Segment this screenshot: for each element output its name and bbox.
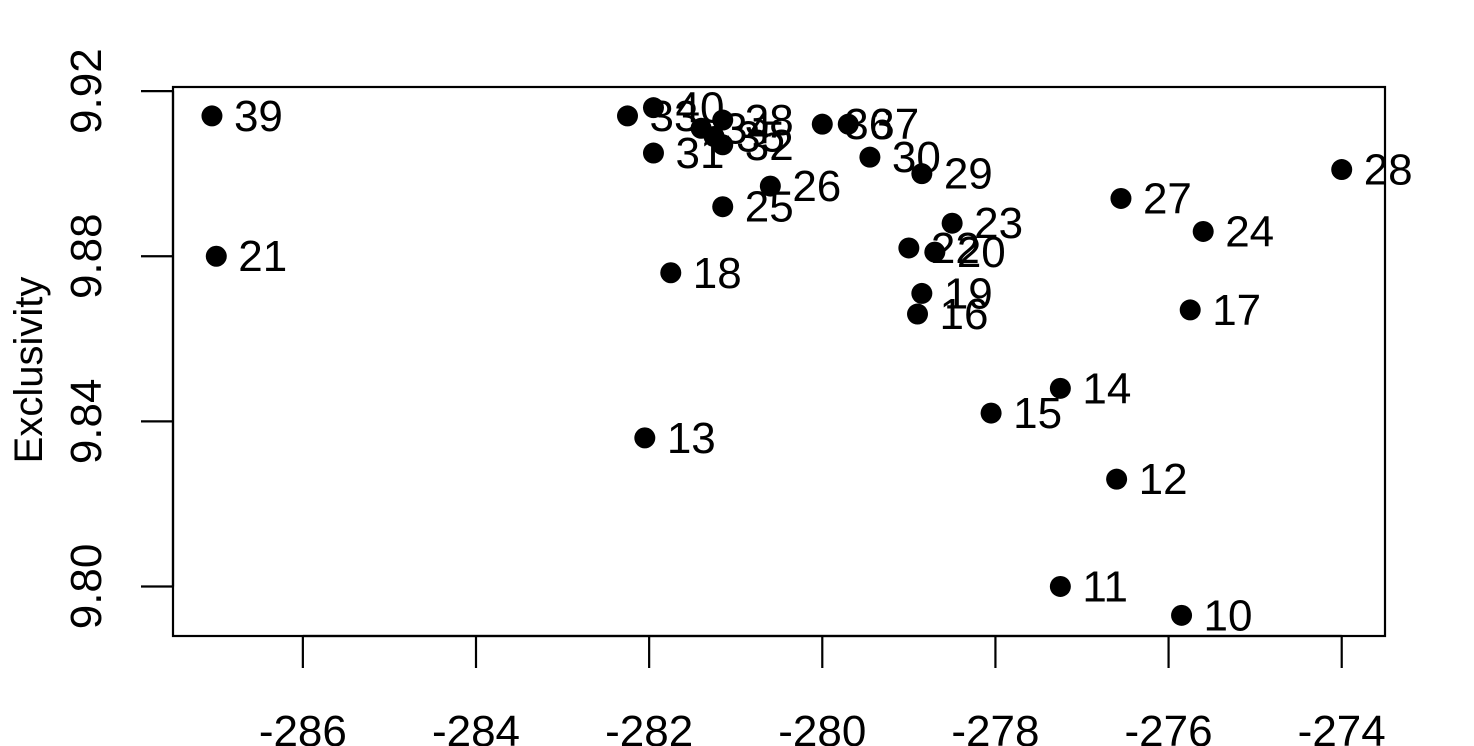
point-label: 24 [1225,207,1274,256]
data-point [703,126,725,148]
point-label: 30 [892,133,941,182]
y-axis: 9.80 9.84 9.88 9.92 [62,48,175,630]
data-point [911,163,933,185]
point-label: 40 [675,84,724,133]
point-label: 28 [1364,146,1413,195]
point-label: 27 [1143,174,1192,223]
data-point [911,282,933,304]
data-point [1179,299,1201,321]
data-point [859,146,881,168]
y-tick-label: 9.84 [62,379,111,465]
point-label: 20 [957,228,1006,277]
point-label: 35 [736,113,785,162]
point-label: 23 [974,199,1023,248]
data-point [712,196,734,218]
data-point [712,109,734,131]
data-point [642,142,664,164]
point-label: 11 [1082,562,1128,611]
point-label: 26 [792,162,841,211]
data-point [759,175,781,197]
y-tick-label: 9.88 [62,213,111,299]
data-point [660,262,682,284]
data-point [201,105,223,127]
data-point [907,303,929,325]
point-label: 18 [693,249,742,298]
data-point [1192,220,1214,242]
data-point [1049,377,1071,399]
x-tick-label: -280 [778,707,866,746]
x-tick-label: -278 [951,707,1039,746]
x-tick-label: -274 [1298,707,1386,746]
point-label: 29 [944,150,993,199]
data-point [811,113,833,135]
x-tick-label: -286 [259,707,347,746]
point-label: 13 [667,414,716,463]
data-point [898,237,920,259]
data-point [980,402,1002,424]
data-point [941,212,963,234]
data-point [1049,575,1071,597]
data-point [1331,159,1353,181]
point-label: 37 [870,100,919,149]
point-label: 16 [940,290,989,339]
point-label: 10 [1204,591,1253,640]
point-label: 32 [745,121,794,170]
x-tick-label: -284 [432,707,520,746]
y-tick-label: 9.92 [62,48,111,134]
data-point [205,245,227,267]
point-label: 14 [1082,364,1131,413]
point-label: 15 [1013,389,1062,438]
data-point [837,113,859,135]
x-axis: -286 -284 -282 -280 -278 -276 -274 [259,634,1386,746]
data-point [1171,604,1193,626]
data-point [634,427,656,449]
point-label: 38 [745,96,794,145]
point-label: 34 [723,104,772,153]
x-tick-label: -282 [605,707,693,746]
data-point [1106,468,1128,490]
y-axis-title: Exclusivity [7,277,51,464]
point-label: 17 [1212,286,1261,335]
point-label: 12 [1139,455,1188,504]
data-point [1110,187,1132,209]
data-point [924,241,946,263]
point-label: 39 [234,92,283,141]
data-point [617,105,638,127]
point-label: 19 [944,269,993,318]
point-label: 21 [238,232,287,281]
x-tick-label: -276 [1125,707,1213,746]
y-tick-label: 9.80 [62,544,111,630]
data-point [642,97,664,119]
